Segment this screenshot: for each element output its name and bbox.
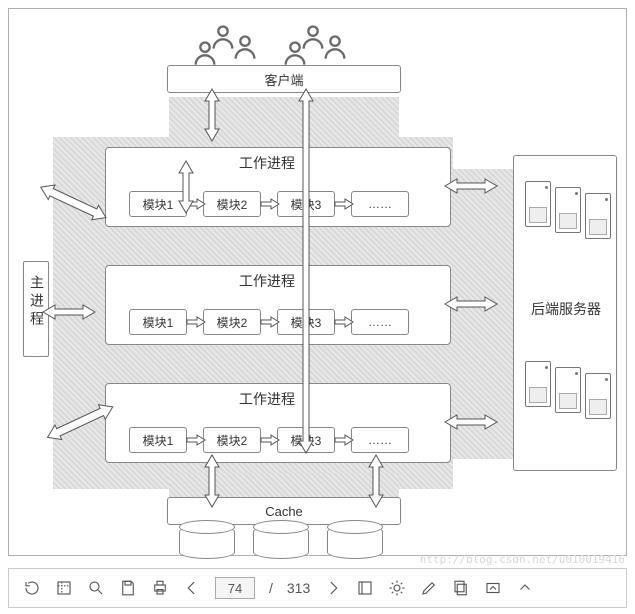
cache-label: Cache: [265, 504, 303, 519]
person-icon: [231, 33, 259, 61]
worker-title: 工作进程: [239, 271, 295, 291]
edit-icon[interactable]: [420, 579, 438, 597]
module-box: 模块1: [129, 309, 187, 335]
page-input[interactable]: 74: [215, 577, 255, 599]
fit-icon[interactable]: [55, 579, 73, 597]
rotate-icon[interactable]: [23, 579, 41, 597]
print-icon[interactable]: [151, 579, 169, 597]
server-icon: [525, 181, 551, 227]
prev-page-icon[interactable]: [183, 579, 201, 597]
module-box: 模块2: [203, 191, 261, 217]
client-label: 客户端: [264, 70, 303, 89]
pdf-toolbar: 74 / 313: [8, 568, 627, 608]
cylinder-icon: [253, 525, 309, 559]
person-icon: [321, 33, 349, 61]
module-box: 模块3: [277, 191, 335, 217]
client-box: 客户端: [167, 65, 401, 93]
page-total: 313: [287, 580, 310, 596]
worker-title: 工作进程: [239, 153, 295, 173]
architecture-diagram: 客户端 主进程 后端服务器 工作进程 模块1 模块2 模块3 …… 工作进程 模…: [8, 8, 627, 556]
server-icon: [585, 373, 611, 419]
cylinder-icon: [179, 525, 235, 559]
worker-title: 工作进程: [239, 389, 295, 409]
module-box: 模块2: [203, 427, 261, 453]
server-icon: [525, 361, 551, 407]
page-separator: /: [269, 580, 273, 596]
server-icon: [555, 187, 581, 233]
server-icon: [555, 367, 581, 413]
caret-up-icon[interactable]: [484, 579, 502, 597]
person-icon: [281, 39, 309, 67]
next-page-icon[interactable]: [324, 579, 342, 597]
person-icon: [191, 39, 219, 67]
module-box: ……: [351, 309, 409, 335]
shade-right-bridge: [453, 169, 513, 459]
module-box: 模块3: [277, 427, 335, 453]
watermark: http://blog.csdn.net/u010019416: [420, 553, 625, 566]
bookmark-icon[interactable]: [356, 579, 374, 597]
master-process-label: 主进程: [27, 275, 47, 329]
module-box: 模块3: [277, 309, 335, 335]
cylinder-icon: [327, 525, 383, 559]
module-box: ……: [351, 427, 409, 453]
module-box: 模块1: [129, 191, 187, 217]
brightness-icon[interactable]: [388, 579, 406, 597]
search-icon[interactable]: [87, 579, 105, 597]
module-box: 模块2: [203, 309, 261, 335]
save-icon[interactable]: [119, 579, 137, 597]
module-box: ……: [351, 191, 409, 217]
module-box: 模块1: [129, 427, 187, 453]
server-icon: [585, 193, 611, 239]
backend-label: 后端服务器: [519, 299, 613, 319]
copy-icon[interactable]: [452, 579, 470, 597]
shade-top-bridge: [169, 97, 399, 147]
collapse-icon[interactable]: [516, 579, 534, 597]
